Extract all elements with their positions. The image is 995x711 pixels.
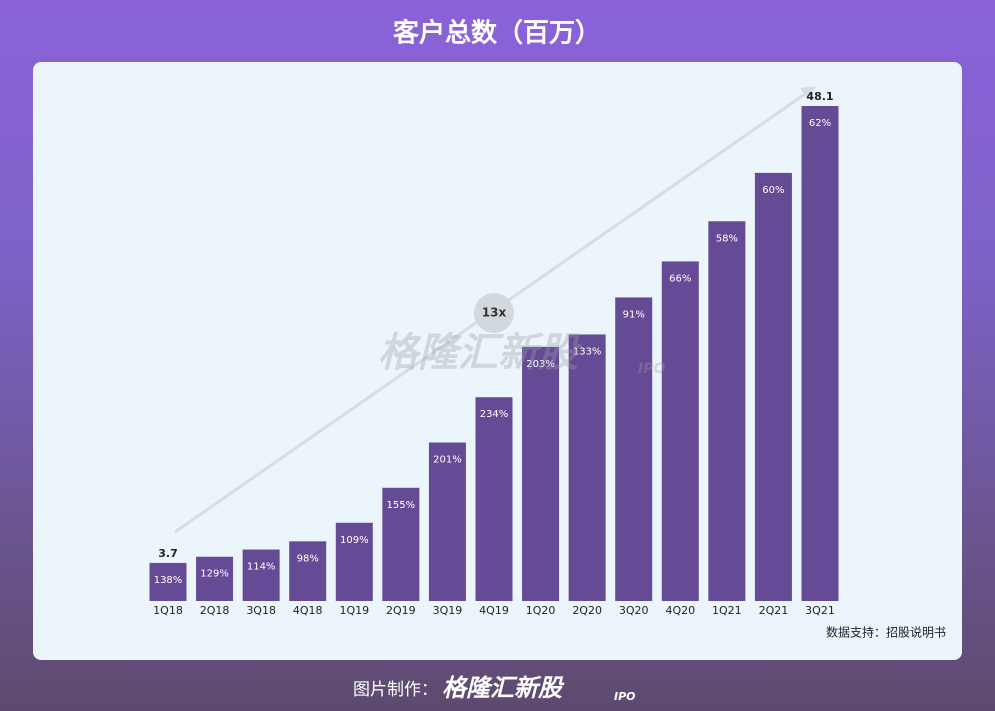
growth-label: 62% xyxy=(809,118,831,129)
growth-label: 98% xyxy=(297,553,319,564)
x-tick-label: 1Q20 xyxy=(526,604,556,617)
bar xyxy=(661,261,699,601)
growth-label: 138% xyxy=(154,575,183,586)
bar xyxy=(335,522,373,601)
annotation: 13x xyxy=(482,306,507,320)
value-label: 3.7 xyxy=(158,547,178,560)
growth-label: 234% xyxy=(480,409,509,420)
growth-label: 203% xyxy=(526,359,555,370)
x-tick-label: 3Q19 xyxy=(433,604,463,617)
value-label: 48.1 xyxy=(806,90,833,103)
growth-label: 58% xyxy=(716,233,738,244)
bar xyxy=(754,172,792,601)
bar xyxy=(801,106,839,601)
x-tick-label: 2Q21 xyxy=(759,604,789,617)
growth-label: 201% xyxy=(433,455,462,466)
x-tick-label: 1Q19 xyxy=(339,604,369,617)
bar xyxy=(382,487,420,601)
bar xyxy=(568,334,606,601)
source: 数据支持：招股说明书 xyxy=(826,625,946,640)
arrow-head xyxy=(800,86,816,99)
growth-label: 66% xyxy=(669,273,691,284)
bar xyxy=(196,556,234,601)
growth-label: 133% xyxy=(573,346,602,357)
growth-label: 155% xyxy=(387,500,416,511)
x-tick-label: 2Q18 xyxy=(200,604,230,617)
x-tick-label: 2Q20 xyxy=(572,604,602,617)
watermark-tag: IPO xyxy=(638,361,665,377)
bar xyxy=(522,346,560,601)
bar xyxy=(149,562,187,601)
bar xyxy=(708,221,746,601)
growth-label: 91% xyxy=(623,309,645,320)
growth-label: 114% xyxy=(247,562,276,573)
bar xyxy=(289,541,327,601)
x-tick-label: 3Q21 xyxy=(805,604,835,617)
x-tick-label: 4Q19 xyxy=(479,604,509,617)
x-tick-label: 4Q20 xyxy=(665,604,695,617)
growth-label: 109% xyxy=(340,535,369,546)
footer-brand: 格隆汇新股 xyxy=(442,674,565,702)
x-tick-label: 4Q18 xyxy=(293,604,323,617)
footer-label: 图片制作： xyxy=(353,680,438,700)
chart-title: 客户总数（百万） xyxy=(393,18,601,49)
bar xyxy=(428,442,466,601)
bar xyxy=(242,549,280,601)
growth-label: 60% xyxy=(762,185,784,196)
footer-tag: IPO xyxy=(614,690,636,703)
x-tick-label: 2Q19 xyxy=(386,604,416,617)
bar xyxy=(615,297,653,601)
annotation-badge xyxy=(474,293,514,333)
x-tick-label: 3Q18 xyxy=(246,604,276,617)
x-tick-label: 3Q20 xyxy=(619,604,649,617)
x-tick-label: 1Q18 xyxy=(153,604,183,617)
bar xyxy=(475,397,513,601)
growth-label: 129% xyxy=(200,569,229,580)
x-tick-label: 1Q21 xyxy=(712,604,742,617)
watermark: 格隆汇新股 xyxy=(378,330,582,376)
